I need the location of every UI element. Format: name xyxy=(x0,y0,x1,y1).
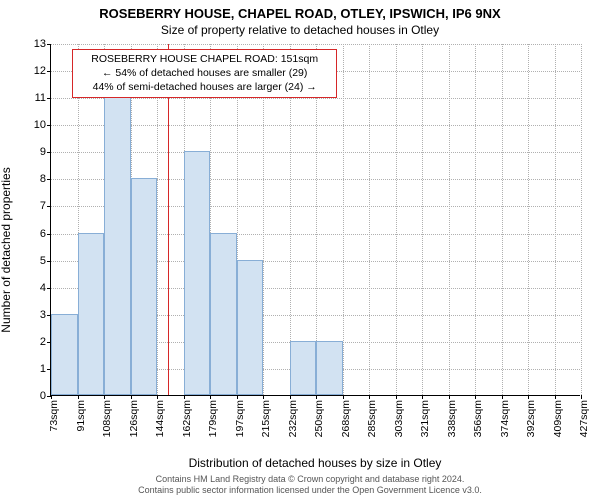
histogram-bar xyxy=(290,341,317,395)
xtick-label: 374sqm xyxy=(499,400,511,437)
xtick-label: 73sqm xyxy=(48,400,60,432)
gridline-v xyxy=(475,44,476,395)
xtick-mark xyxy=(51,395,52,399)
gridline-v xyxy=(528,44,529,395)
xtick-label: 108sqm xyxy=(101,400,113,437)
x-axis-label: Distribution of detached houses by size … xyxy=(50,456,580,470)
gridline-v xyxy=(502,44,503,395)
xtick-mark xyxy=(237,395,238,399)
annotation-line: ROSEBERRY HOUSE CHAPEL ROAD: 151sqm xyxy=(79,53,330,67)
gridline-v xyxy=(343,44,344,395)
ytick-mark xyxy=(47,206,51,207)
xtick-label: 321sqm xyxy=(419,400,431,437)
histogram-bar xyxy=(104,70,131,395)
xtick-label: 91sqm xyxy=(75,400,87,432)
ytick-label: 7 xyxy=(40,200,46,212)
ytick-label: 10 xyxy=(34,119,46,131)
xtick-mark xyxy=(316,395,317,399)
xtick-mark xyxy=(581,395,582,399)
ytick-mark xyxy=(47,288,51,289)
ytick-label: 4 xyxy=(40,282,46,294)
xtick-label: 126sqm xyxy=(128,400,140,437)
xtick-mark xyxy=(263,395,264,399)
ytick-label: 5 xyxy=(40,255,46,267)
xtick-mark xyxy=(184,395,185,399)
xtick-mark xyxy=(528,395,529,399)
y-axis-label: Number of detached properties xyxy=(0,85,13,250)
xtick-label: 338sqm xyxy=(446,400,458,437)
attribution-line: Contains HM Land Registry data © Crown c… xyxy=(40,474,580,485)
xtick-label: 268sqm xyxy=(340,400,352,437)
xtick-label: 303sqm xyxy=(393,400,405,437)
xtick-label: 250sqm xyxy=(313,400,325,437)
gridline-v xyxy=(396,44,397,395)
xtick-mark xyxy=(396,395,397,399)
chart-title-sub: Size of property relative to detached ho… xyxy=(0,21,600,37)
xtick-mark xyxy=(555,395,556,399)
ytick-mark xyxy=(47,125,51,126)
chart-title-main: ROSEBERRY HOUSE, CHAPEL ROAD, OTLEY, IPS… xyxy=(0,0,600,21)
xtick-mark xyxy=(475,395,476,399)
ytick-label: 11 xyxy=(35,92,46,104)
annotation-line: ← 54% of detached houses are smaller (29… xyxy=(79,67,330,81)
ytick-mark xyxy=(47,179,51,180)
xtick-label: 144sqm xyxy=(154,400,166,437)
ytick-mark xyxy=(47,261,51,262)
ytick-label: 9 xyxy=(40,146,46,158)
gridline-v xyxy=(449,44,450,395)
ytick-mark xyxy=(47,98,51,99)
xtick-label: 232sqm xyxy=(287,400,299,437)
xtick-mark xyxy=(210,395,211,399)
xtick-mark xyxy=(369,395,370,399)
xtick-label: 356sqm xyxy=(472,400,484,437)
histogram-bar xyxy=(131,178,158,395)
xtick-label: 215sqm xyxy=(260,400,272,437)
xtick-mark xyxy=(78,395,79,399)
attribution-text: Contains HM Land Registry data © Crown c… xyxy=(40,474,580,497)
xtick-mark xyxy=(502,395,503,399)
xtick-label: 162sqm xyxy=(181,400,193,437)
histogram-bar xyxy=(51,314,78,395)
annotation-box: ROSEBERRY HOUSE CHAPEL ROAD: 151sqm← 54%… xyxy=(72,49,337,98)
xtick-mark xyxy=(131,395,132,399)
gridline-v xyxy=(369,44,370,395)
ytick-label: 13 xyxy=(34,38,46,50)
gridline-v xyxy=(555,44,556,395)
xtick-mark xyxy=(157,395,158,399)
xtick-label: 197sqm xyxy=(234,400,246,437)
histogram-bar xyxy=(184,151,211,395)
xtick-mark xyxy=(422,395,423,399)
ytick-mark xyxy=(47,44,51,45)
histogram-bar xyxy=(78,233,105,395)
ytick-label: 2 xyxy=(40,336,46,348)
attribution-line: Contains public sector information licen… xyxy=(40,485,580,496)
xtick-label: 409sqm xyxy=(552,400,564,437)
ytick-mark xyxy=(47,71,51,72)
xtick-mark xyxy=(104,395,105,399)
gridline-v xyxy=(422,44,423,395)
histogram-bar xyxy=(210,233,237,395)
ytick-label: 6 xyxy=(40,228,46,240)
annotation-line: 44% of semi-detached houses are larger (… xyxy=(79,81,330,95)
xtick-label: 392sqm xyxy=(525,400,537,437)
ytick-label: 1 xyxy=(40,363,46,375)
gridline-v xyxy=(581,44,582,395)
ytick-label: 8 xyxy=(40,173,46,185)
xtick-mark xyxy=(343,395,344,399)
histogram-bar xyxy=(316,341,343,395)
ytick-mark xyxy=(47,152,51,153)
xtick-label: 179sqm xyxy=(207,400,219,437)
ytick-label: 3 xyxy=(40,309,46,321)
histogram-bar xyxy=(237,260,264,395)
xtick-label: 285sqm xyxy=(366,400,378,437)
xtick-label: 427sqm xyxy=(578,400,590,437)
ytick-mark xyxy=(47,234,51,235)
ytick-label: 12 xyxy=(34,65,46,77)
ytick-label: 0 xyxy=(40,390,46,402)
xtick-mark xyxy=(290,395,291,399)
xtick-mark xyxy=(449,395,450,399)
chart-plot-area: 01234567891011121373sqm91sqm108sqm126sqm… xyxy=(50,44,580,396)
